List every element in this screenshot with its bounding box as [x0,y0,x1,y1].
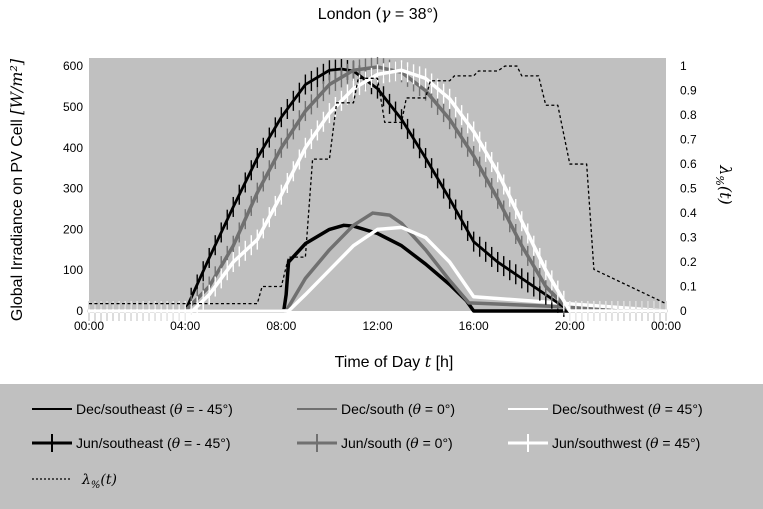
legend-item-4: Jun/south (θ = 0°) [297,434,453,452]
legend-item-5: Jun/southwest (θ = 45°) [508,434,700,452]
y-tick-label: 200 [63,222,83,236]
y-tick-label: 400 [63,141,83,155]
legend-item-2: Dec/southwest (θ = 45°) [508,401,703,418]
axis-ticks: 00:00 04:00 08:00 12:00 16:00 20:00 00:0001002… [63,59,697,333]
x-tick-label: 00:00 [651,319,681,333]
legend-label: Jun/south (θ = 0°) [341,435,453,452]
series-6 [89,65,667,305]
y2-tick-label: 0.1 [680,280,697,294]
series-line-1 [87,211,668,313]
series-5 [87,60,668,321]
y-tick-label: 100 [63,263,83,277]
y2-tick-label: 0.7 [680,133,697,147]
series-line-2 [87,225,668,313]
x-tick-label: 00:00 [74,319,104,333]
y2-tick-label: 0.4 [680,206,697,220]
x-axis-title: Time of Day t [h] [335,352,454,371]
legend-item-0: Dec/southeast (θ = - 45°) [32,401,233,418]
legend-label: λ%(t) [81,472,117,491]
y-axis-title: Global Irradiance on PV Cell [W/m²] [7,58,26,321]
plot-area [89,58,666,311]
series-1 [87,211,668,313]
y-tick-label: 500 [63,100,83,114]
y2-tick-label: 0.3 [680,231,697,245]
y2-tick-label: 1 [680,59,687,73]
series-2 [87,225,668,313]
y-tick-label: 300 [63,182,83,196]
y2-tick-label: 0.2 [680,255,697,269]
legend-label: Dec/southeast (θ = - 45°) [76,401,233,418]
y2-tick-label: 0.9 [680,84,697,98]
legend-item-1: Dec/south (θ = 0°) [297,401,455,418]
y2-tick-label: 0.6 [680,157,697,171]
y2-tick-label: 0 [680,304,687,318]
legend-label: Dec/south (θ = 0°) [341,401,455,418]
x-tick-label: 12:00 [362,319,392,333]
legend-item-6: λ%(t) [32,472,117,491]
y2-axis-title: λ%(t) [713,164,735,205]
x-tick-label: 04:00 [170,319,200,333]
legend-label: Dec/southwest (θ = 45°) [552,401,703,418]
legend-box [0,384,763,509]
legend-label: Jun/southeast (θ = - 45°) [76,435,231,452]
legend-item-3: Jun/southeast (θ = - 45°) [32,434,231,452]
series-line-6 [89,65,667,305]
x-tick-label: 08:00 [266,319,296,333]
series-layer [87,56,668,321]
chart-title: London (γ = 38°) [318,4,439,23]
y2-tick-label: 0.8 [680,108,697,122]
x-tick-label: 16:00 [459,319,489,333]
legend: Dec/southeast (θ = - 45°) Dec/south (θ = … [32,401,703,491]
legend-label: Jun/southwest (θ = 45°) [552,435,700,452]
y-tick-label: 600 [63,59,83,73]
x-tick-label: 20:00 [555,319,585,333]
y2-tick-label: 0.5 [680,182,697,196]
y-tick-label: 0 [76,304,83,318]
